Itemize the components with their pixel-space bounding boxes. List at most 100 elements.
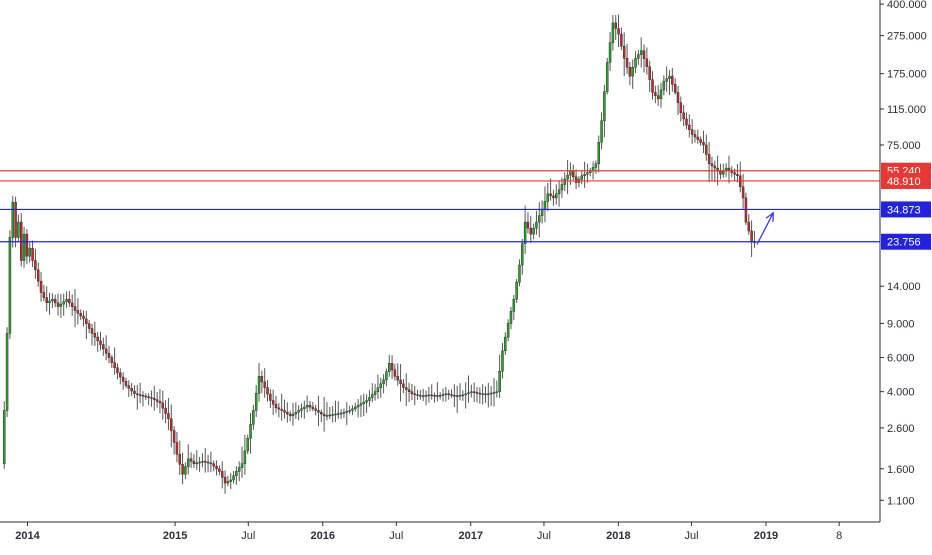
candle (85, 310, 88, 340)
candle (741, 173, 745, 209)
candle (320, 409, 323, 423)
candle-body-up (339, 412, 343, 415)
projection-arrow[interactable] (756, 211, 774, 245)
candle-body-up (532, 227, 535, 235)
candle-body-up (48, 300, 51, 304)
candle-body-down (266, 387, 269, 395)
candle (484, 386, 487, 403)
candle-body-down (192, 461, 196, 464)
candle-body-up (345, 411, 349, 413)
candle (178, 440, 182, 475)
candle-body-down (283, 410, 286, 413)
candle (271, 389, 275, 416)
candle-body-down (178, 454, 182, 465)
candle-body-down (175, 442, 179, 455)
candle-body-up (560, 184, 564, 191)
candle (600, 112, 603, 150)
candle (82, 310, 85, 327)
candle (25, 229, 29, 265)
candle-body-down (719, 170, 722, 175)
candle-body-up (563, 178, 567, 185)
candle-body-up (249, 424, 252, 439)
candle-body-up (455, 395, 459, 397)
price-axis[interactable]: 400.000 275.000 175.000 115.000 75.000 14.000… (879, 0, 931, 522)
candle-body-up (2, 410, 6, 464)
candle (668, 70, 671, 95)
candle-body-up (597, 142, 600, 165)
candle (645, 47, 649, 75)
candle-body-up (351, 408, 354, 411)
candle-body-down (271, 400, 275, 405)
candle-body-down (85, 318, 88, 324)
candle-body-up (662, 80, 666, 91)
time-tick-label: 2014 (15, 530, 40, 542)
candle-body-up (334, 413, 337, 416)
candle (76, 298, 80, 325)
candle-body-up (359, 403, 363, 406)
candle (288, 410, 292, 422)
candle (569, 162, 572, 186)
candle (696, 129, 700, 144)
candle-body-up (458, 394, 462, 397)
candle-body-up (187, 458, 190, 467)
candle (637, 50, 640, 65)
candle-body-down (620, 33, 623, 47)
candle-body-down (673, 84, 677, 93)
candle-body-up (521, 243, 524, 266)
candle-body-down (676, 92, 680, 103)
candle-body-up (65, 298, 68, 302)
candle (150, 390, 153, 407)
candle (184, 462, 187, 479)
candle-body-down (314, 408, 317, 411)
candle-body-down (161, 402, 165, 409)
candle-body-down (136, 393, 139, 396)
candle-body-down (622, 45, 626, 59)
candle-body-up (201, 460, 204, 463)
candle (611, 15, 615, 51)
candle (322, 397, 326, 432)
candle (345, 402, 349, 426)
candle (563, 172, 567, 192)
candle-body-up (546, 193, 550, 202)
candle (308, 400, 312, 412)
candle-body-down (685, 118, 688, 126)
candle-body-down (699, 139, 702, 143)
candle-body-up (424, 394, 428, 397)
price-tick-label: 2.600 (887, 423, 915, 435)
candle-body-up (518, 264, 521, 283)
candle (552, 189, 555, 206)
candle (19, 213, 23, 267)
candle (605, 57, 609, 95)
candle-body-down (119, 372, 122, 378)
candle (535, 210, 538, 235)
candle (399, 363, 402, 402)
candle-body-up (427, 394, 431, 397)
candle (5, 327, 9, 417)
candle (427, 386, 431, 403)
candle (447, 389, 450, 400)
candle-body-down (413, 393, 416, 396)
candle (631, 59, 634, 89)
candle (416, 389, 419, 400)
candle (487, 382, 490, 408)
candle (243, 434, 247, 475)
candle-body-down (130, 388, 133, 392)
candle (529, 215, 533, 243)
candle (690, 119, 694, 144)
candle (254, 385, 258, 417)
candle-body-up (337, 413, 340, 415)
candle-body-down (138, 394, 142, 396)
candle (515, 278, 518, 303)
candle (679, 96, 683, 122)
candle (195, 450, 198, 470)
candle (472, 382, 476, 403)
candle (294, 402, 298, 420)
candle (744, 192, 748, 225)
candle (130, 383, 133, 396)
candle-body-up (11, 201, 14, 238)
time-axis[interactable]: 2014 2015 Jul 2016 Jul 2017 Jul 2018 Jul 2019 8 (0, 521, 880, 542)
candle (317, 395, 320, 427)
support-price-badge: 34.873 (881, 201, 931, 218)
